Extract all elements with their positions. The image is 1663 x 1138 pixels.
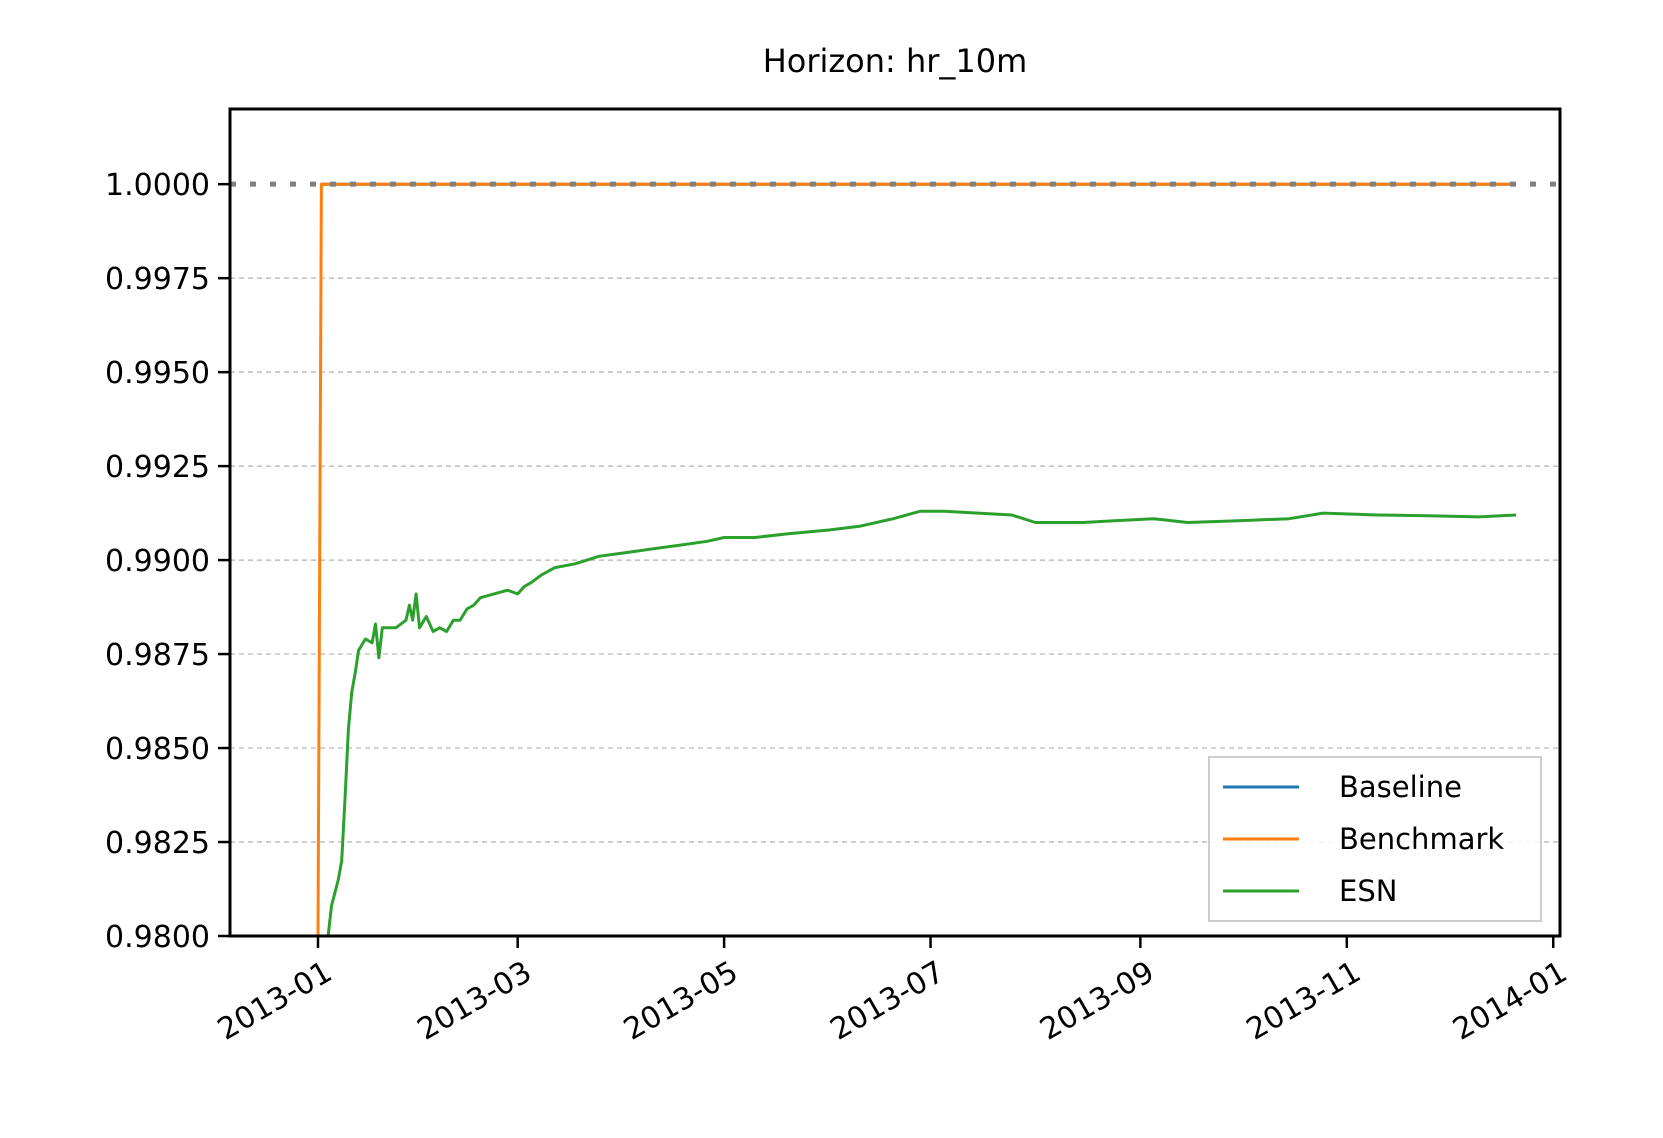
y-tick-label: 1.0000 xyxy=(105,168,210,203)
benchmark-line xyxy=(316,182,1516,936)
x-tick-label: 2013-05 xyxy=(618,955,744,1048)
y-tick-label: 0.9825 xyxy=(105,826,210,861)
x-tick-label: 2013-11 xyxy=(1241,955,1367,1048)
legend-label: ESN xyxy=(1339,874,1397,908)
y-tick-label: 0.9850 xyxy=(105,732,210,767)
chart-title: Horizon: hr_10m xyxy=(763,42,1028,80)
legend-label: Benchmark xyxy=(1339,822,1504,856)
y-tick-label: 0.9875 xyxy=(105,638,210,673)
x-tick-label: 2013-03 xyxy=(412,955,538,1048)
y-tick-label: 0.9925 xyxy=(105,450,210,485)
legend-label: Baseline xyxy=(1339,770,1462,804)
legend: Baseline Benchmark ESN xyxy=(1208,756,1542,922)
series-layer xyxy=(230,181,1560,936)
esn-line xyxy=(326,509,1517,936)
y-tick-label: 0.9975 xyxy=(105,262,210,297)
x-tick-label: 2014-01 xyxy=(1447,955,1573,1048)
x-tick-label: 2013-07 xyxy=(824,955,950,1048)
y-tick-label: 0.9800 xyxy=(105,920,210,955)
x-tick-label: 2013-09 xyxy=(1034,955,1160,1048)
y-tick-label: 0.9900 xyxy=(105,544,210,579)
y-tick-label: 0.9950 xyxy=(105,356,210,391)
x-tick-label: 2013-01 xyxy=(212,955,338,1048)
plot-area-frame xyxy=(228,107,1562,938)
